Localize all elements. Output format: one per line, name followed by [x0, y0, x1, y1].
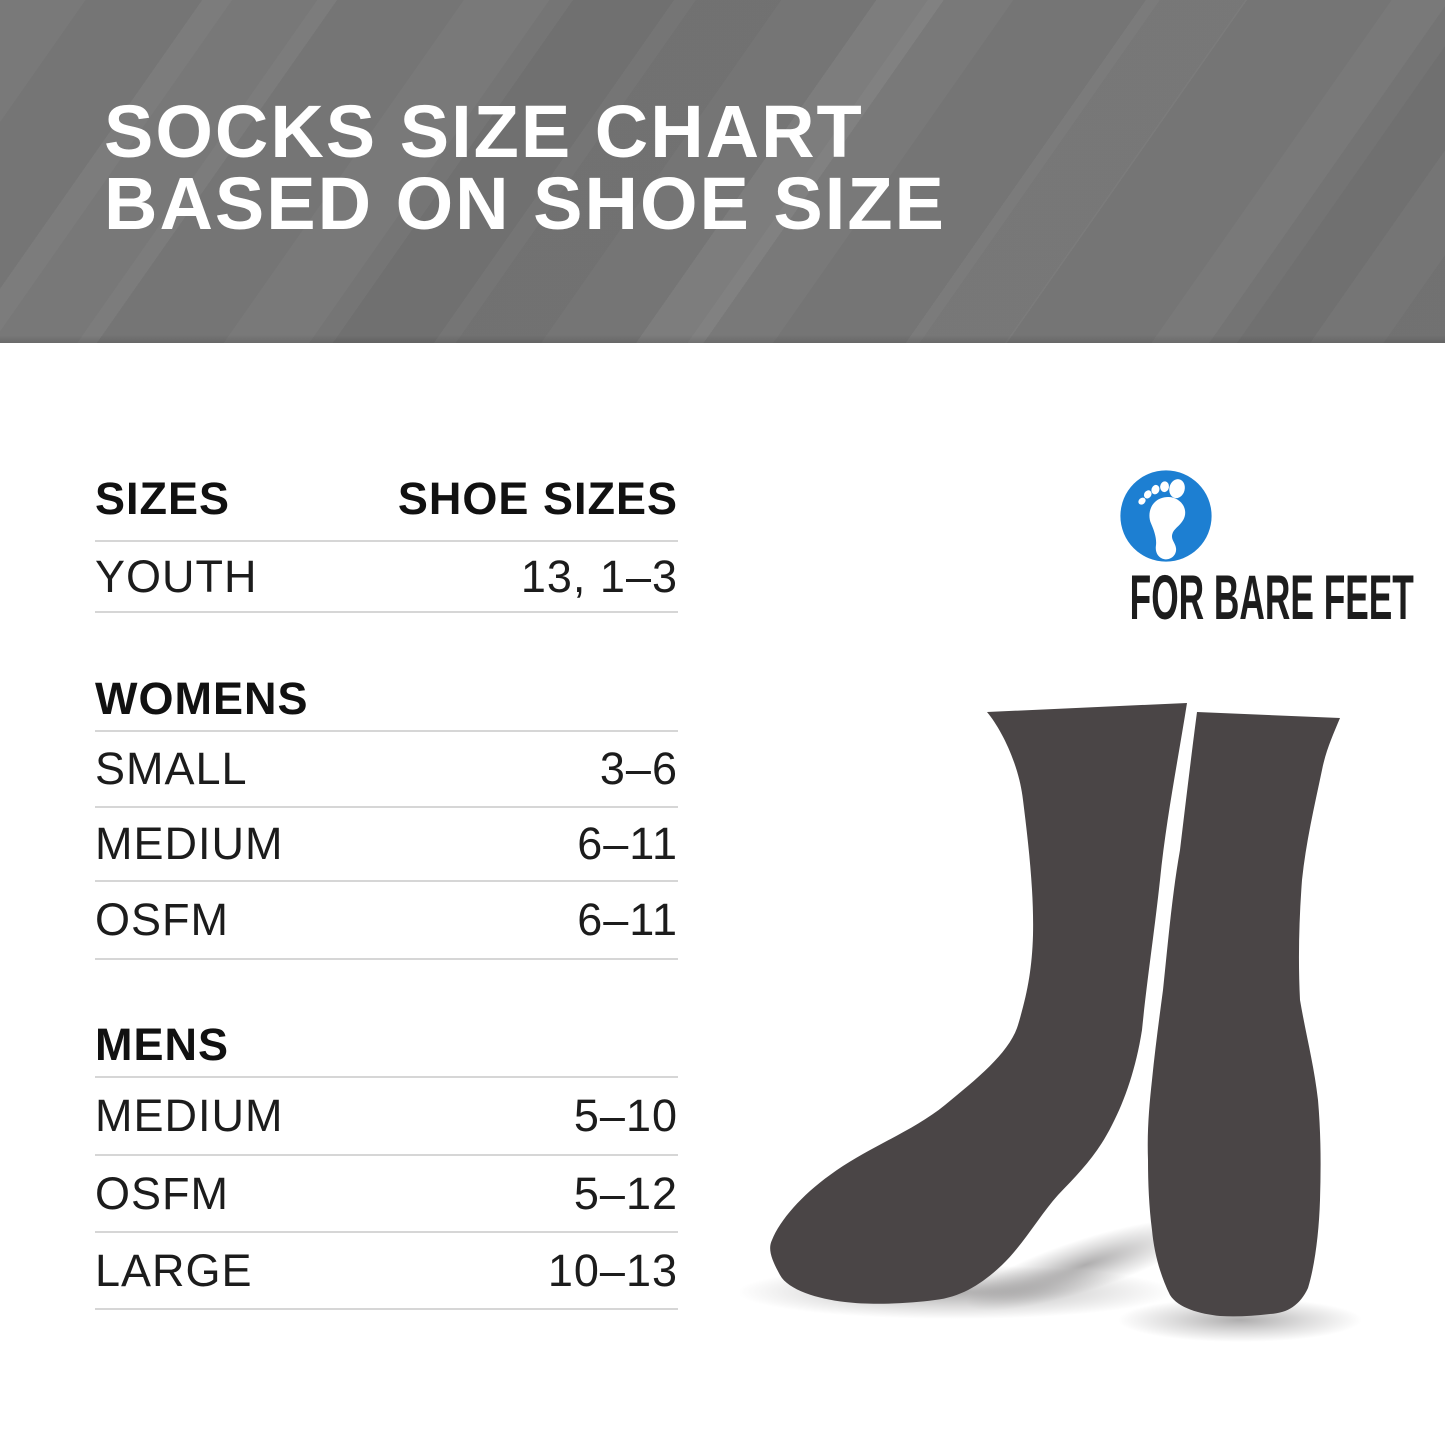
size-table: SIZES SHOE SIZES YOUTH 13, 1–3 WOMENS SM…	[95, 473, 678, 1310]
table-spacer	[95, 960, 678, 1014]
brand-logo: FOR BARE FEET	[1018, 468, 1414, 630]
size-label: MEDIUM	[95, 1090, 284, 1141]
socks-illustration	[740, 703, 1362, 1342]
column-header-shoe-sizes: SHOE SIZES	[397, 473, 678, 524]
column-header-sizes: SIZES	[95, 473, 231, 524]
size-label: OSFM	[95, 1167, 229, 1219]
table-row-mens-osfm: OSFM 5–12	[95, 1156, 678, 1233]
size-label: LARGE	[95, 1244, 253, 1296]
section-header-womens: WOMENS	[95, 668, 678, 732]
table-row-mens-large: LARGE 10–13	[95, 1233, 678, 1310]
size-label: MEDIUM	[95, 818, 284, 869]
sock-shadow	[1118, 1298, 1362, 1342]
page-title: SOCKS SIZE CHART BASED ON SHOE SIZE	[104, 90, 946, 245]
page-title-line-1: SOCKS SIZE CHART	[104, 90, 864, 173]
shoe-size-value: 13, 1–3	[520, 550, 678, 602]
table-row-womens-osfm: OSFM 6–11	[95, 882, 678, 960]
size-label: OSFM	[95, 894, 229, 945]
footprint-icon	[1119, 470, 1212, 562]
table-row-youth: YOUTH 13, 1–3	[95, 542, 678, 613]
page-title-line-2: BASED ON SHOE SIZE	[104, 162, 946, 245]
right-sock	[1147, 712, 1340, 1317]
table-row-mens-medium: MEDIUM 5–10	[95, 1078, 678, 1156]
shoe-size-value: 6–11	[577, 894, 678, 945]
section-header-mens: MENS	[95, 1014, 678, 1078]
left-sock	[770, 703, 1187, 1304]
shoe-size-value: 3–6	[599, 743, 678, 794]
size-label: YOUTH	[95, 550, 258, 602]
shoe-size-value: 10–13	[547, 1244, 678, 1296]
brand-wordmark: FOR BARE FEET	[1129, 563, 1414, 633]
shoe-size-value: 5–10	[573, 1090, 678, 1141]
table-spacer	[95, 613, 678, 668]
sock-shadow	[965, 1219, 1205, 1311]
size-label: SMALL	[95, 743, 248, 794]
header-banner: SOCKS SIZE CHART BASED ON SHOE SIZE	[0, 0, 1445, 343]
table-header-row: SIZES SHOE SIZES	[95, 473, 678, 542]
table-row-womens-medium: MEDIUM 6–11	[95, 808, 678, 882]
section-heading: MENS	[95, 1019, 230, 1070]
shoe-size-value: 5–12	[573, 1167, 678, 1219]
section-heading: WOMENS	[95, 673, 309, 724]
shoe-size-value: 6–11	[577, 818, 678, 869]
table-row-womens-small: SMALL 3–6	[95, 732, 678, 808]
